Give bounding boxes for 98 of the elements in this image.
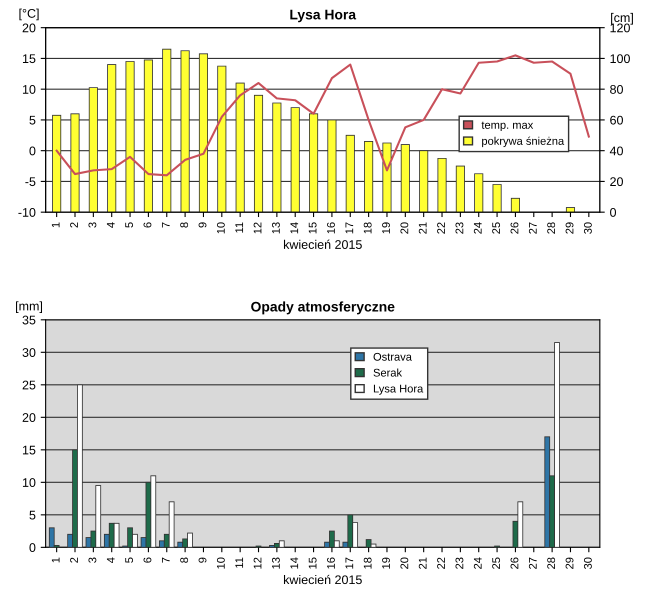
y-tick-label: 35 bbox=[22, 316, 36, 324]
x-tick-label: 29 bbox=[566, 558, 574, 569]
x-tick-label: 2 bbox=[70, 222, 78, 228]
x-tick-label: 30 bbox=[584, 222, 592, 234]
x-tick-label: 13 bbox=[272, 558, 280, 569]
y2-tick-label: 0 bbox=[610, 208, 616, 217]
y-tick-label: -5 bbox=[25, 177, 36, 186]
x-tick-label: 7 bbox=[162, 558, 170, 563]
bar bbox=[492, 184, 502, 212]
x-tick-label: 14 bbox=[290, 222, 298, 234]
y-tick-label: 10 bbox=[22, 84, 36, 94]
y-tick-label: 0 bbox=[29, 543, 36, 552]
x-tick-label: 6 bbox=[144, 222, 152, 228]
bar bbox=[566, 207, 576, 212]
x-tick-label: 5 bbox=[125, 558, 134, 563]
y-tick-label: 0 bbox=[29, 146, 36, 156]
x-tick-label: 26 bbox=[510, 222, 518, 234]
x-tick-label: 25 bbox=[492, 222, 500, 234]
x-tick-label: 18 bbox=[364, 558, 372, 569]
x-tick-label: 22 bbox=[437, 222, 445, 234]
y-tick-label: -10 bbox=[18, 208, 36, 217]
y-tick-label: 25 bbox=[22, 380, 36, 390]
x-tick-label: 8 bbox=[180, 558, 188, 563]
y-tick-label: 30 bbox=[22, 348, 36, 357]
x-tick-label: 4 bbox=[106, 222, 115, 228]
x-tick-label: 14 bbox=[290, 557, 298, 569]
bar bbox=[510, 198, 520, 212]
x-tick-label: 11 bbox=[235, 558, 244, 568]
x-tick-label: 17 bbox=[345, 558, 354, 569]
x-tick-label: 25 bbox=[492, 558, 500, 569]
y-tick-label: 5 bbox=[29, 510, 36, 520]
x-tick-label: 12 bbox=[254, 558, 262, 569]
legend-label: Serak bbox=[374, 368, 402, 377]
x-tick-label: 9 bbox=[198, 222, 206, 228]
x-tick-label: 19 bbox=[382, 558, 390, 569]
x-tick-label: 28 bbox=[547, 558, 556, 569]
y-tick-label: 5 bbox=[29, 116, 36, 125]
y2-tick-label: 100 bbox=[610, 54, 630, 64]
legend-label: pokrywa śnieżna bbox=[482, 136, 564, 148]
x-tick-label: 29 bbox=[566, 222, 574, 234]
y-tick-label: 20 bbox=[22, 413, 36, 422]
x-tick-label: 23 bbox=[455, 222, 464, 234]
y-axis-title: [°C] bbox=[19, 8, 39, 20]
x-tick-label: 23 bbox=[455, 558, 464, 569]
y-tick-label: 15 bbox=[22, 446, 36, 454]
chart-title: Opady atmosferyczne bbox=[251, 301, 394, 314]
x-tick-label: 21 bbox=[418, 222, 427, 234]
x-tick-label: 21 bbox=[418, 558, 427, 569]
x-tick-label: 18 bbox=[364, 222, 372, 234]
x-tick-label: 24 bbox=[474, 557, 482, 569]
legend-label: Lysa Hora bbox=[374, 384, 424, 395]
x-tick-label: 4 bbox=[106, 557, 115, 563]
y2-axis-title: [cm] bbox=[611, 12, 633, 25]
x-tick-label: 12 bbox=[254, 222, 262, 234]
y-tick-label: 20 bbox=[22, 23, 36, 32]
y2-tick-label: 80 bbox=[610, 84, 623, 94]
x-tick-label: 15 bbox=[308, 222, 317, 234]
x-tick-label: 19 bbox=[382, 222, 390, 234]
y2-tick-label: 20 bbox=[610, 177, 623, 186]
legend-label: temp. max bbox=[482, 122, 534, 132]
y2-tick-label: 60 bbox=[610, 116, 623, 125]
x-tick-label: 2 bbox=[70, 558, 78, 563]
x-axis-title: kwiecień 2015 bbox=[284, 574, 362, 584]
x-tick-label: 20 bbox=[400, 558, 408, 569]
x-tick-label: 13 bbox=[272, 222, 280, 234]
x-tick-label: 9 bbox=[198, 558, 206, 563]
x-tick-label: 3 bbox=[88, 222, 96, 228]
line-series bbox=[56, 54, 590, 176]
x-tick-label: 15 bbox=[308, 558, 317, 569]
x-tick-label: 28 bbox=[547, 222, 556, 234]
x-tick-label: 6 bbox=[144, 558, 152, 563]
x-tick-label: 22 bbox=[437, 558, 445, 569]
x-tick-label: 16 bbox=[327, 558, 335, 569]
x-tick-label: 10 bbox=[216, 222, 225, 234]
x-tick-label: 27 bbox=[528, 222, 537, 234]
legend-label: Ostrava bbox=[374, 352, 412, 361]
x-axis-title: kwiecień 2015 bbox=[284, 240, 362, 249]
x-tick-label: 20 bbox=[400, 222, 408, 234]
x-tick-label: 5 bbox=[125, 222, 134, 228]
x-tick-label: 1 bbox=[52, 222, 60, 228]
y-tick-label: 15 bbox=[22, 54, 36, 64]
x-tick-label: 11 bbox=[235, 222, 244, 233]
chart-title: Lysa Hora bbox=[290, 10, 356, 22]
y2-tick-label: 40 bbox=[610, 146, 623, 156]
x-tick-label: 8 bbox=[180, 222, 188, 228]
x-tick-label: 1 bbox=[52, 558, 60, 562]
x-tick-label: 3 bbox=[88, 558, 96, 563]
x-tick-label: 24 bbox=[474, 222, 482, 234]
y2-tick-label: 120 bbox=[610, 23, 630, 32]
x-tick-label: 30 bbox=[584, 558, 592, 570]
y-tick-label: 10 bbox=[22, 478, 36, 487]
y-axis-title: [mm] bbox=[16, 301, 42, 313]
x-tick-label: 16 bbox=[327, 222, 335, 234]
x-tick-label: 7 bbox=[162, 222, 170, 228]
x-tick-label: 17 bbox=[345, 222, 354, 234]
x-tick-label: 10 bbox=[216, 558, 225, 569]
x-tick-label: 27 bbox=[528, 558, 537, 569]
x-tick-label: 26 bbox=[510, 558, 518, 569]
